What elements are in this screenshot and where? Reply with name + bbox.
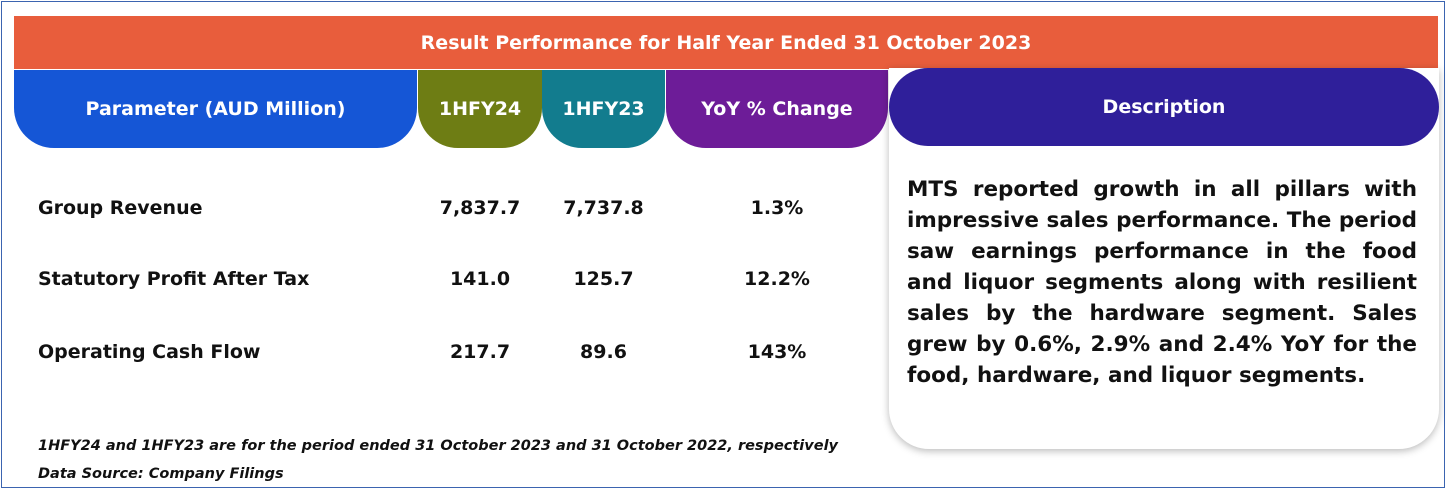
description-text: MTS reported growth in all pillars with … <box>907 177 1417 388</box>
header-description: Description <box>889 68 1439 146</box>
cell-statutory-profit-1hfy23: 125.7 <box>573 268 634 290</box>
description-card: Description MTS reported growth in all p… <box>889 68 1439 449</box>
cell-operating-cash-flow-1hfy24: 217.7 <box>449 341 511 363</box>
cell-statutory-profit-1hfy24: 141.0 <box>449 268 511 290</box>
row-label-statutory-profit: Statutory Profit After Tax <box>38 268 310 290</box>
title-banner: Result Performance for Half Year Ended 3… <box>14 16 1438 69</box>
cell-operating-cash-flow-yoy: 143% <box>747 341 807 363</box>
period-footnote: 1HFY24 and 1HFY23 are for the period end… <box>38 438 838 454</box>
cell-group-revenue-yoy: 1.3% <box>750 197 804 219</box>
cell-group-revenue-1hfy23: 7,737.8 <box>563 197 644 219</box>
row-label-group-revenue: Group Revenue <box>38 197 203 219</box>
cell-group-revenue-1hfy24: 7,837.7 <box>439 197 521 219</box>
header-1hfy24: 1HFY24 <box>418 70 542 148</box>
row-label-operating-cash-flow: Operating Cash Flow <box>38 341 261 363</box>
header-parameter: Parameter (AUD Million) <box>14 70 417 148</box>
header-yoy-change: YoY % Change <box>666 70 888 148</box>
cell-operating-cash-flow-1hfy23: 89.6 <box>580 341 627 363</box>
header-1hfy23: 1HFY23 <box>542 70 665 148</box>
cell-statutory-profit-yoy: 12.2% <box>744 268 810 290</box>
data-source-note: Data Source: Company Filings <box>38 466 284 482</box>
